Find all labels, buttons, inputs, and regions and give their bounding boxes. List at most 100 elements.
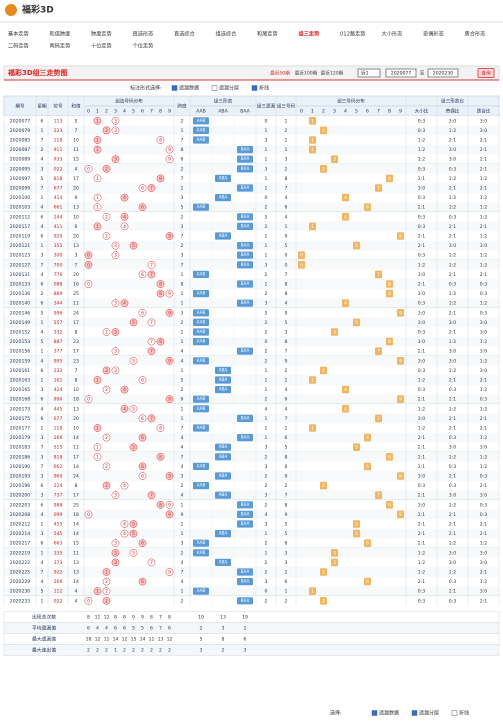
nav-link[interactable]: 质合形态 bbox=[465, 30, 486, 38]
pair-box bbox=[375, 270, 382, 279]
to-input[interactable] bbox=[427, 68, 459, 78]
nav-link[interactable]: 直选形态 bbox=[133, 30, 154, 38]
pair-digit: 1 bbox=[311, 589, 314, 595]
query-button[interactable] bbox=[477, 68, 495, 78]
drawn-digit bbox=[120, 404, 129, 413]
recent-link[interactable]: 最近50期 bbox=[270, 70, 290, 77]
cell: 2020123 bbox=[10, 253, 31, 259]
pair-digit: 8 bbox=[388, 502, 391, 508]
drawn-digit bbox=[138, 184, 147, 192]
digit-head: 4 bbox=[123, 109, 126, 115]
cell: 776 bbox=[54, 272, 63, 278]
pair-box bbox=[353, 443, 360, 451]
drawn-digit-text: 2 bbox=[105, 166, 108, 172]
nav-link[interactable]: 两码走势 bbox=[50, 42, 71, 50]
cell: 20 bbox=[73, 272, 79, 278]
cell: 0 bbox=[285, 262, 288, 268]
nav-link[interactable]: 大小形态 bbox=[382, 30, 403, 38]
cell: 2020100 bbox=[10, 195, 31, 201]
nav-link[interactable]: 组三走势 bbox=[299, 30, 321, 38]
shape-text: BAA bbox=[241, 300, 250, 305]
drawn-digit-text: 8 bbox=[159, 282, 162, 288]
cell: 2020177 bbox=[10, 426, 31, 432]
ratio-cell: 2:1 bbox=[449, 138, 456, 144]
ratio-cell: 2:1 bbox=[480, 416, 487, 422]
cell: 17 bbox=[73, 176, 79, 182]
shape-box bbox=[193, 126, 209, 134]
checkbox[interactable] bbox=[451, 710, 458, 716]
nav-link[interactable]: 奇偶形态 bbox=[423, 30, 444, 38]
nav-link[interactable]: 直选综合 bbox=[174, 30, 196, 38]
cell: 2020208 bbox=[10, 512, 31, 518]
drawn-digit-text: 5 bbox=[132, 320, 135, 326]
drawn-digit-text: 9 bbox=[168, 397, 171, 403]
nav-link[interactable]: 和尾走势 bbox=[257, 30, 278, 38]
cell: 14 bbox=[73, 531, 79, 537]
drawn-digit-text: 0 bbox=[87, 397, 90, 403]
checkbox[interactable] bbox=[171, 85, 178, 91]
shape-box bbox=[193, 549, 209, 557]
drawn-digit bbox=[84, 164, 93, 173]
nav-link[interactable]: 012路走势 bbox=[340, 30, 365, 38]
cell: 9 bbox=[285, 234, 288, 240]
drawn-digit bbox=[165, 155, 174, 164]
cell: 3 bbox=[181, 253, 184, 259]
recent-link[interactable]: 最近120期 bbox=[321, 70, 344, 77]
from-input[interactable] bbox=[385, 68, 417, 78]
cell: 2020214 bbox=[10, 531, 31, 537]
nav-link[interactable]: 基本走势 bbox=[8, 30, 29, 38]
nav-link[interactable]: 组选综合 bbox=[216, 30, 238, 38]
checkbox[interactable] bbox=[211, 85, 218, 91]
cell: 5 bbox=[41, 176, 44, 182]
cell: 2 bbox=[285, 368, 288, 374]
shape-box bbox=[237, 251, 253, 259]
cell: 5 bbox=[181, 205, 184, 211]
digit-head: 2 bbox=[105, 109, 108, 115]
drawn-digit bbox=[93, 145, 102, 154]
cell: 0 bbox=[265, 589, 268, 595]
recent-link[interactable]: 最近100期 bbox=[295, 70, 318, 77]
nav-link[interactable]: 个位走势 bbox=[133, 42, 154, 50]
cell: 1 bbox=[265, 416, 268, 422]
nav-link[interactable]: 十位走势 bbox=[91, 42, 112, 50]
pair-digit: 2 bbox=[322, 166, 325, 172]
shape-box bbox=[215, 472, 231, 480]
drawn-digit-text: 1 bbox=[96, 224, 99, 230]
drawn-digit bbox=[165, 232, 174, 240]
stats-value: 2 bbox=[96, 648, 99, 654]
cell: 3 bbox=[265, 301, 268, 307]
ratio-cell: 3:0 bbox=[418, 320, 425, 326]
nav-link[interactable]: 二码走势 bbox=[8, 42, 29, 50]
stats-value: 2 bbox=[244, 626, 247, 632]
ratio-cell: 1:2 bbox=[480, 406, 487, 412]
pair-digit: 9 bbox=[399, 474, 402, 480]
drawn-digit bbox=[147, 318, 156, 327]
ratio-cell: 2:1 bbox=[418, 531, 425, 537]
drawn-digit-text: 7 bbox=[150, 560, 153, 566]
nav-link[interactable]: 和值跨度 bbox=[50, 30, 71, 38]
digit-head: 2 bbox=[322, 109, 325, 115]
period-select[interactable] bbox=[357, 68, 381, 78]
checkbox[interactable] bbox=[371, 710, 378, 716]
pair-box bbox=[375, 184, 382, 192]
cell: 1 bbox=[265, 186, 268, 192]
drawn-digit bbox=[93, 193, 102, 202]
pair-digit: 3 bbox=[333, 550, 336, 556]
drawn-digit bbox=[120, 529, 129, 538]
cell: 3 bbox=[285, 550, 288, 556]
cell: 2020085 bbox=[10, 138, 31, 144]
nav-link[interactable]: 跨度走势 bbox=[91, 30, 112, 38]
checkbox[interactable] bbox=[411, 710, 418, 716]
cell: 4 bbox=[41, 205, 44, 211]
ratio-cell: 1:2 bbox=[449, 195, 456, 201]
cell: 545 bbox=[54, 531, 63, 537]
cell: 2020087 bbox=[10, 147, 31, 153]
checkbox[interactable] bbox=[251, 85, 258, 91]
row-bg bbox=[4, 528, 499, 539]
drawn-digit bbox=[120, 481, 129, 490]
drawn-digit-text: 6 bbox=[141, 579, 144, 585]
stats-value: 8 bbox=[222, 637, 225, 643]
digit-head: 9 bbox=[399, 109, 402, 115]
drawn-digit bbox=[93, 174, 102, 183]
stats-value: 7 bbox=[159, 626, 162, 632]
